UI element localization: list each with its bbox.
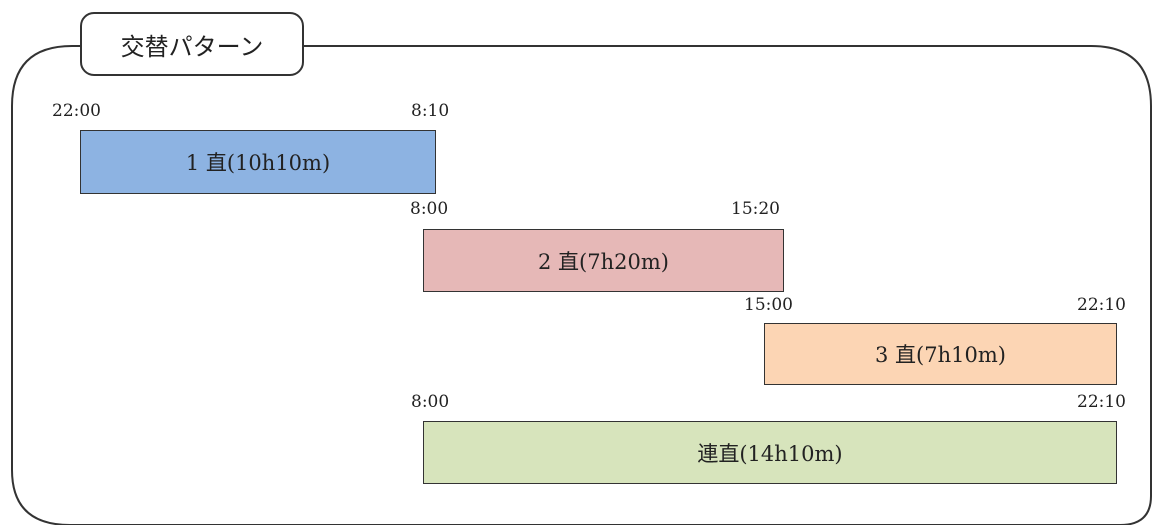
continuous-shift-label: 連直(14h10m): [697, 441, 843, 466]
shift1-bar: 1 直(10h10m): [80, 130, 436, 194]
shift2-end-time: 15:20: [731, 199, 780, 219]
continuous-start-time: 8:00: [411, 392, 450, 412]
continuous-shift-bar: 連直(14h10m): [423, 421, 1117, 484]
shift2-bar: 2 直(7h20m): [423, 229, 784, 292]
shift1-label: 1 直(10h10m): [185, 151, 331, 175]
diagram-title: 交替パターン: [80, 12, 304, 76]
shift1-end-time: 8:10: [411, 101, 450, 121]
continuous-end-time: 22:10: [1077, 392, 1126, 412]
shift3-label: 3 直(7h10m): [875, 343, 1006, 367]
shift3-end-time: 22:10: [1077, 295, 1126, 315]
shift1-start-time: 22:00: [52, 101, 101, 121]
shift3-bar: 3 直(7h10m): [764, 323, 1117, 385]
shift2-label: 2 直(7h20m): [538, 249, 669, 274]
shift2-start-time: 8:00: [410, 199, 449, 219]
shift3-start-time: 15:00: [744, 295, 793, 315]
